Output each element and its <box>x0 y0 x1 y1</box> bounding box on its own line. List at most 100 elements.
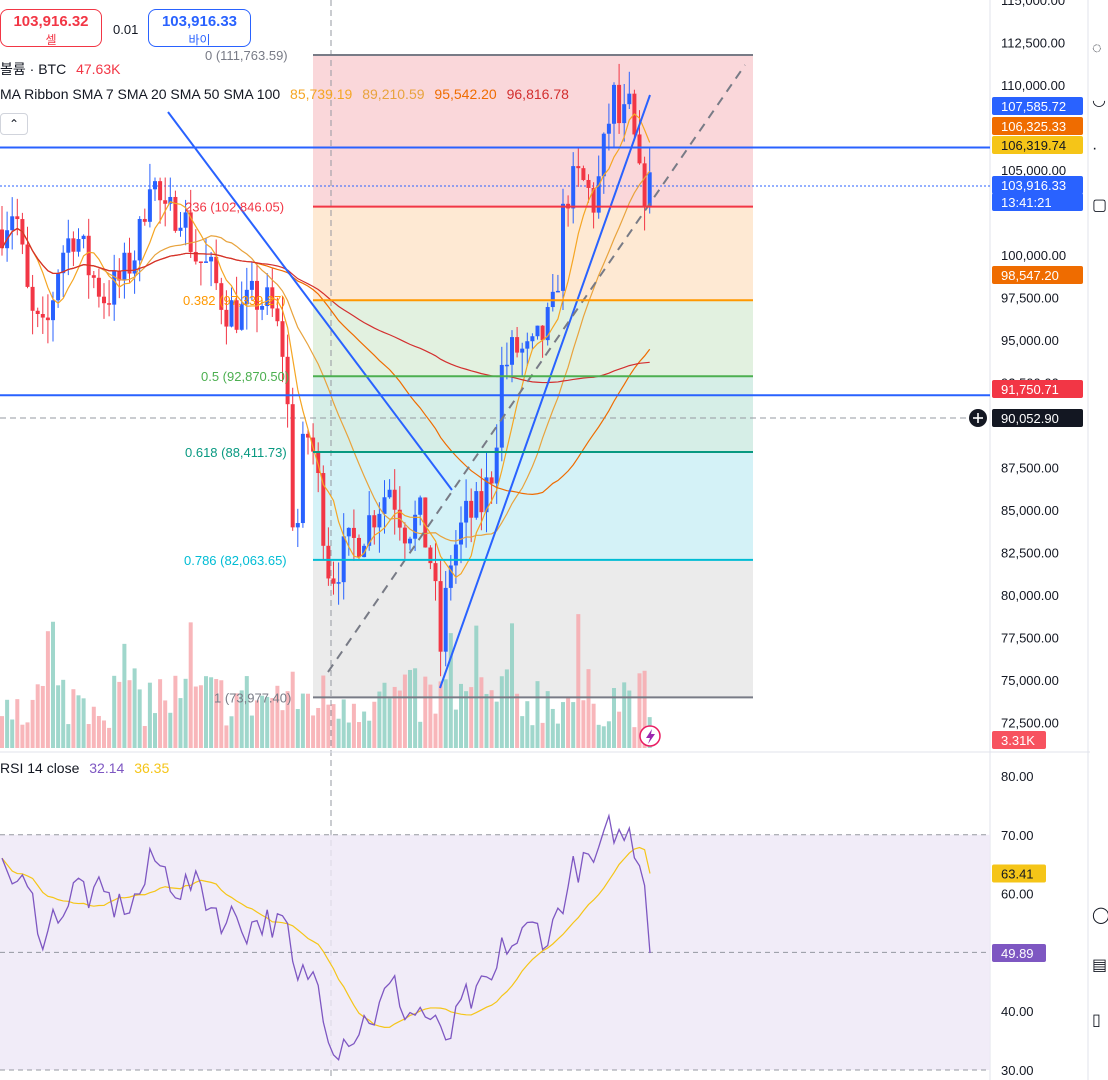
rsi-legend[interactable]: RSI 14 close 32.14 36.35 <box>0 760 169 776</box>
candle <box>377 502 382 553</box>
price-tag-label: 91,750.71 <box>1001 382 1059 397</box>
volume-bar <box>367 720 372 748</box>
volume-legend[interactable]: 볼륨 · BTC 47.63K <box>0 59 120 79</box>
price-tag-label: 103,916.33 <box>1001 178 1066 193</box>
collapse-legend-button[interactable]: ⌃ <box>0 113 28 135</box>
volume-bar <box>66 724 71 748</box>
candle <box>428 545 433 570</box>
drawing-tool-icon[interactable]: · <box>1092 140 1098 157</box>
volume-bar <box>306 693 310 748</box>
candle <box>275 297 280 327</box>
candle <box>158 177 163 224</box>
rsi-pane <box>0 813 990 1071</box>
candle <box>107 280 112 317</box>
drawing-tool-icon[interactable]: ▢ <box>1092 197 1108 214</box>
candle-body <box>433 563 438 582</box>
candle-body <box>612 84 616 124</box>
price-tick-label: 77,500.00 <box>1001 631 1059 646</box>
candle <box>423 497 428 548</box>
volume-bar <box>397 690 402 748</box>
candle-body <box>504 364 509 367</box>
sma7-value: 85,739.19 <box>290 86 353 102</box>
candle-body <box>530 336 535 342</box>
candle <box>81 234 86 249</box>
candle-body <box>581 168 586 180</box>
candle-body <box>306 433 310 438</box>
candle <box>224 290 229 345</box>
candle <box>479 468 484 531</box>
ma-ribbon-legend[interactable]: MA Ribbon SMA 7 SMA 20 SMA 50 SMA 100 85… <box>0 86 569 102</box>
volume-bar <box>30 699 35 748</box>
candle <box>127 237 132 283</box>
volume-bar <box>520 716 525 748</box>
volume-bar <box>311 715 316 748</box>
volume-bar <box>198 685 203 748</box>
rsi-tick-label: 70.00 <box>1001 828 1034 843</box>
volume-bar <box>25 722 30 748</box>
volume-bar <box>295 709 300 748</box>
drawing-tool-icon[interactable]: ▤ <box>1092 957 1108 974</box>
candle-body <box>418 497 423 515</box>
candle <box>311 423 316 465</box>
sma-line <box>1 170 651 542</box>
drawing-tool-icon[interactable]: ◌ <box>1092 40 1102 57</box>
volume-bar <box>474 625 479 748</box>
candle <box>581 165 586 182</box>
volume-bar <box>234 693 239 748</box>
candle-body <box>107 303 112 305</box>
volume-histogram <box>0 614 652 748</box>
candle <box>112 254 117 321</box>
volume-bar <box>86 724 91 748</box>
volume-bar <box>204 676 208 748</box>
volume-bar <box>464 691 469 748</box>
volume-bar <box>249 715 254 748</box>
volume-bar <box>617 711 622 748</box>
rsi-tag-bg <box>992 944 1046 963</box>
volume-bar <box>525 701 530 748</box>
candle <box>76 228 81 257</box>
candle-body <box>219 283 224 310</box>
buy-button[interactable]: 103,916.33 바이 <box>148 9 251 47</box>
drawing-tool-icon[interactable]: ◯ <box>1092 907 1108 924</box>
candle <box>571 152 576 224</box>
candle-body <box>249 280 254 290</box>
volume-legend-value: 47.63K <box>76 61 121 77</box>
candle-body <box>448 565 453 588</box>
sell-button[interactable]: 103,916.32 셀 <box>0 9 102 47</box>
candle <box>239 281 244 331</box>
buy-price: 103,916.33 <box>161 13 238 30</box>
candle <box>265 273 270 315</box>
candle <box>91 270 96 289</box>
candle-body <box>362 545 367 558</box>
candle <box>392 469 397 535</box>
drawing-tool-icon[interactable]: ◡ <box>1092 92 1106 109</box>
candle <box>596 155 601 219</box>
candle <box>586 174 591 203</box>
candle <box>61 245 66 298</box>
candle-body <box>413 514 418 539</box>
volume-bar <box>117 681 122 748</box>
candle-body <box>132 260 137 274</box>
candle-body <box>494 447 499 484</box>
candle-body <box>499 364 504 448</box>
price-tick-label: 97,500.00 <box>1001 291 1059 306</box>
candle-body <box>102 296 106 304</box>
candle <box>504 342 509 380</box>
drawing-tool-icon[interactable]: ▯ <box>1092 1012 1101 1029</box>
candle <box>45 294 50 344</box>
volume-bar <box>402 674 407 748</box>
candle <box>520 342 525 376</box>
fibonacci-labels: 0 (111,763.59) 236 (102,846.05) 0.382 (97,… <box>183 48 291 705</box>
candle-body <box>147 189 152 222</box>
volume-bar <box>372 701 377 748</box>
sell-price: 103,916.32 <box>13 13 89 30</box>
candle <box>229 287 234 328</box>
price-tick-label: 72,500.00 <box>1001 716 1059 731</box>
candle <box>555 274 560 293</box>
fib-zone <box>313 376 753 453</box>
candle <box>117 258 122 299</box>
rsi-tick-label: 40.00 <box>1001 1004 1034 1019</box>
volume-bar <box>20 724 25 748</box>
candle <box>71 231 76 267</box>
